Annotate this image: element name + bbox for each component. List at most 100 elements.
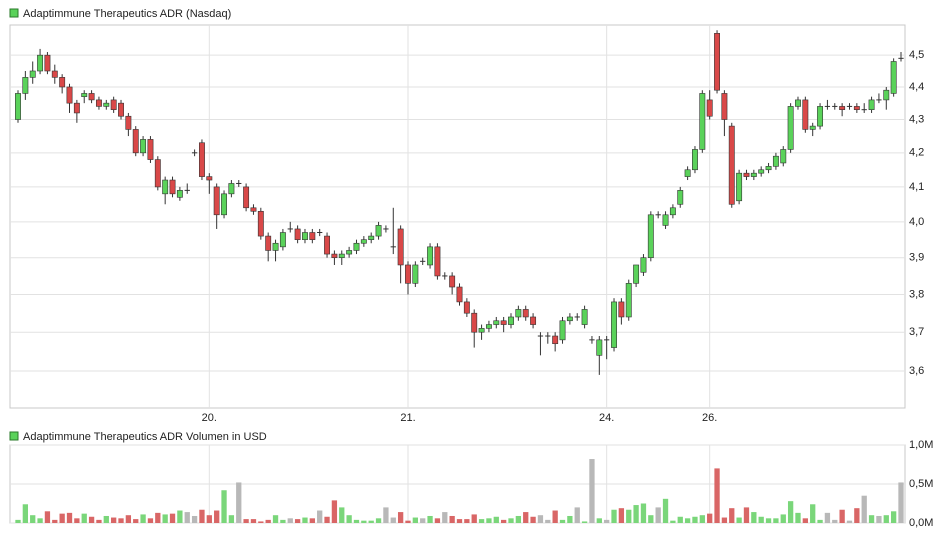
y-tick-label: 4,5	[909, 49, 924, 61]
candle-body	[714, 33, 720, 91]
volume-bar	[272, 515, 279, 523]
volume-bar	[729, 508, 735, 523]
candle-body	[176, 190, 183, 198]
candle-body	[706, 99, 713, 117]
candle-body	[449, 275, 456, 288]
volume-bar	[184, 512, 190, 523]
candle-body	[279, 232, 286, 248]
candle-body	[360, 239, 367, 244]
candle-body	[647, 214, 654, 258]
candle-body	[397, 228, 404, 266]
candle-body	[883, 89, 890, 101]
candle-body	[66, 86, 73, 104]
volume-bar	[854, 508, 860, 523]
volume-bar	[802, 518, 808, 523]
candle-body	[530, 316, 537, 325]
y-tick-label: 4,0	[909, 216, 924, 228]
volume-bar	[456, 519, 463, 523]
candle-body	[839, 106, 846, 110]
candle-body	[485, 324, 492, 329]
volume-bar	[442, 512, 448, 523]
candle-body	[147, 139, 154, 160]
volume-bar	[714, 468, 720, 523]
candle-body	[493, 320, 500, 325]
candle-body	[110, 99, 117, 110]
candle-body	[368, 235, 375, 240]
candle-body	[213, 186, 220, 216]
price-plot-frame	[9, 24, 906, 409]
volume-bar	[486, 518, 492, 523]
candle-body	[324, 235, 330, 255]
volume-bar	[684, 518, 691, 523]
candle-body	[118, 102, 124, 117]
x-tick-label: 24.	[599, 412, 614, 424]
volume-bar	[868, 515, 875, 523]
volume-bar	[258, 521, 264, 523]
candle-body	[463, 301, 470, 314]
volume-bar	[331, 500, 338, 523]
candle-body	[103, 102, 110, 107]
volume-title: Adaptimmune Therapeutics ADR Volumen in …	[23, 431, 267, 443]
candle-body	[265, 235, 272, 251]
volume-bar	[567, 515, 573, 523]
candle-body	[566, 316, 573, 322]
chart-title: Adaptimmune Therapeutics ADR (Nasdaq)	[23, 8, 231, 20]
volume-bar	[162, 514, 168, 523]
candle-body	[596, 339, 603, 356]
volume-bar	[390, 517, 396, 523]
candle-body	[125, 115, 132, 130]
volume-bar	[758, 516, 764, 523]
volume-bar	[140, 514, 146, 523]
candle-body	[787, 106, 794, 150]
candle-body	[640, 257, 647, 273]
candle-body	[88, 93, 95, 101]
volume-bar	[832, 519, 838, 523]
volume-bar	[74, 518, 80, 523]
volume-bar	[743, 507, 750, 523]
x-tick-label: 21.	[400, 412, 415, 424]
volume-bar	[824, 512, 831, 523]
candle-body	[890, 61, 897, 94]
volume-bar	[96, 519, 102, 523]
volume-bar	[103, 515, 109, 523]
volume-bar	[199, 509, 205, 523]
candle-body	[611, 301, 617, 348]
volume-bar	[817, 519, 823, 523]
candle-body	[257, 210, 264, 237]
candle-body	[221, 193, 227, 216]
volume-bar	[30, 515, 36, 523]
candle-body	[559, 320, 566, 341]
candle-body	[44, 54, 51, 72]
volume-bar	[133, 519, 139, 523]
candle-body	[721, 93, 728, 120]
volume-bar	[339, 507, 345, 523]
volume-bar	[125, 515, 132, 523]
volume-bar	[361, 520, 367, 523]
volume-bar	[59, 513, 65, 523]
candle-body	[73, 102, 80, 114]
volume-bar	[537, 515, 544, 523]
volume-bar	[191, 515, 198, 523]
volume-bar	[309, 518, 315, 523]
volume-bar	[221, 490, 227, 523]
volume-bar	[147, 518, 154, 523]
volume-bar	[111, 517, 117, 523]
volume-bar	[648, 515, 654, 523]
candle-body	[331, 253, 338, 258]
volume-bar	[37, 518, 43, 523]
volume-bar	[780, 514, 786, 523]
candle-body	[758, 169, 765, 174]
candle-body	[692, 149, 698, 171]
candle-body	[353, 242, 360, 251]
volume-bar	[883, 515, 889, 523]
candle-body	[95, 99, 102, 107]
volume-bar	[846, 520, 853, 523]
candle-body	[427, 246, 434, 266]
volume-bar	[552, 510, 558, 523]
candle-body	[162, 179, 169, 195]
volume-bar	[574, 507, 580, 523]
volume-bar	[765, 518, 772, 523]
y-tick-label: 0,0M	[909, 517, 933, 529]
volume-bar	[707, 513, 713, 523]
volume-bar	[795, 512, 801, 523]
